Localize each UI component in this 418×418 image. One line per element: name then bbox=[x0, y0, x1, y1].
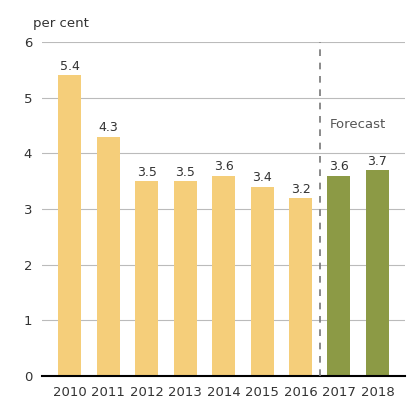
Bar bbox=[289, 198, 312, 376]
Text: 3.7: 3.7 bbox=[367, 155, 387, 168]
Text: 3.4: 3.4 bbox=[252, 171, 272, 184]
Text: 4.3: 4.3 bbox=[98, 121, 118, 134]
Text: 3.5: 3.5 bbox=[137, 166, 157, 179]
Bar bbox=[366, 170, 389, 376]
Bar bbox=[59, 75, 82, 376]
Text: 5.4: 5.4 bbox=[60, 60, 80, 73]
Bar bbox=[212, 176, 235, 376]
Text: per cent: per cent bbox=[33, 17, 89, 30]
Text: 3.6: 3.6 bbox=[214, 161, 234, 173]
Bar bbox=[250, 187, 274, 376]
Text: Forecast: Forecast bbox=[330, 118, 386, 131]
Bar bbox=[135, 181, 158, 376]
Bar bbox=[327, 176, 350, 376]
Bar bbox=[173, 181, 197, 376]
Text: 3.6: 3.6 bbox=[329, 161, 349, 173]
Text: 3.2: 3.2 bbox=[291, 183, 311, 196]
Bar bbox=[97, 137, 120, 376]
Text: 3.5: 3.5 bbox=[175, 166, 195, 179]
